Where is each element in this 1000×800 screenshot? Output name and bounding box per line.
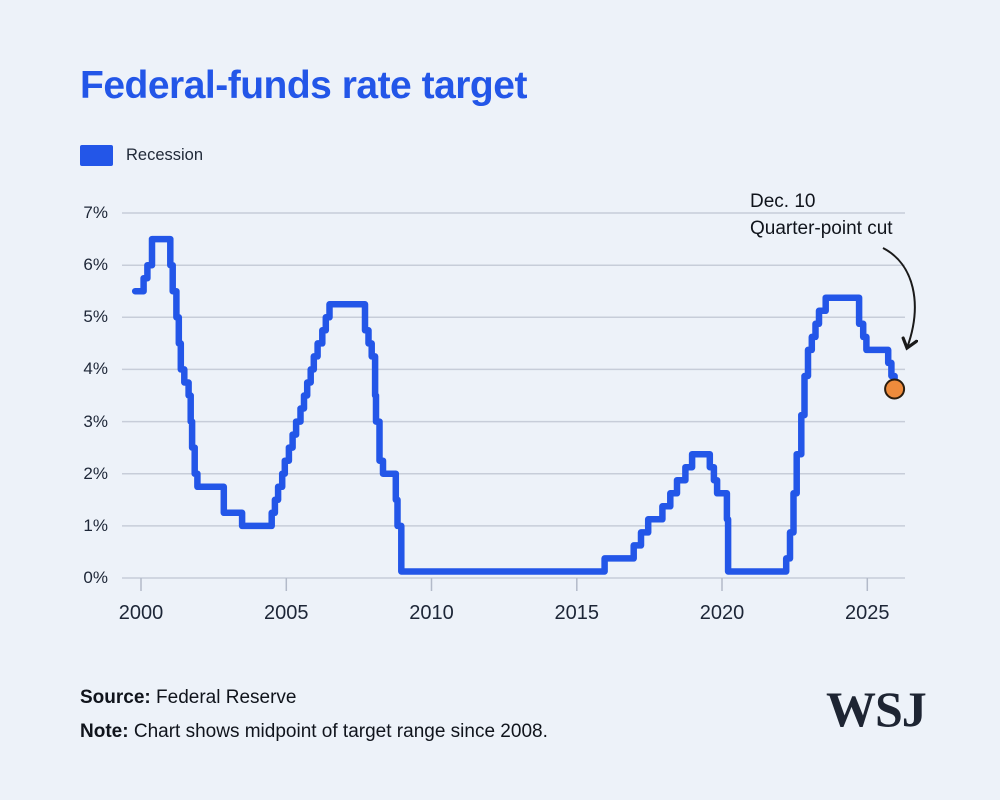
y-tick-label: 5% <box>83 307 108 327</box>
note-label: Note: <box>80 721 129 742</box>
x-axis-ticks <box>140 578 869 591</box>
source-label: Source: <box>80 687 151 708</box>
source-value: Federal Reserve <box>156 687 297 708</box>
y-tick-label: 0% <box>83 568 108 587</box>
y-tick-label: 6% <box>83 255 108 275</box>
legend: Recession <box>80 145 203 166</box>
y-tick-label: 1% <box>83 515 108 535</box>
y-tick-label: 7% <box>83 203 108 222</box>
recession-legend-swatch <box>80 145 113 166</box>
latest-rate-dot <box>884 378 906 400</box>
x-tick-label: 2020 <box>699 602 745 624</box>
source-line: Source: Federal Reserve <box>80 681 548 715</box>
x-tick-label: 2000 <box>118 602 164 624</box>
note-line: Note: Chart shows midpoint of target ran… <box>80 715 548 749</box>
annotation-line2: Quarter-point cut <box>750 218 893 239</box>
x-tick-label: 2015 <box>554 602 600 624</box>
y-tick-label: 2% <box>83 463 108 483</box>
footer: Source: Federal Reserve Note: Chart show… <box>80 681 548 749</box>
note-value: Chart shows midpoint of target range sin… <box>133 721 548 742</box>
rate-step-line <box>131 235 898 575</box>
annotation-line1: Dec. 10 <box>750 191 816 212</box>
y-tick-label: 3% <box>83 411 108 431</box>
page-title: Federal-funds rate target <box>80 64 527 107</box>
annotation-label: Dec. 10 Quarter-point cut <box>750 188 893 242</box>
annotation-arrow <box>882 247 915 348</box>
x-tick-label: 2010 <box>409 602 454 624</box>
x-tick-label: 2025 <box>845 602 890 624</box>
y-tick-label: 4% <box>83 359 108 379</box>
wsj-logo: WSJ <box>826 681 927 737</box>
x-tick-label: 2005 <box>264 602 309 624</box>
recession-legend-label: Recession <box>126 146 204 164</box>
gridlines <box>122 212 905 579</box>
